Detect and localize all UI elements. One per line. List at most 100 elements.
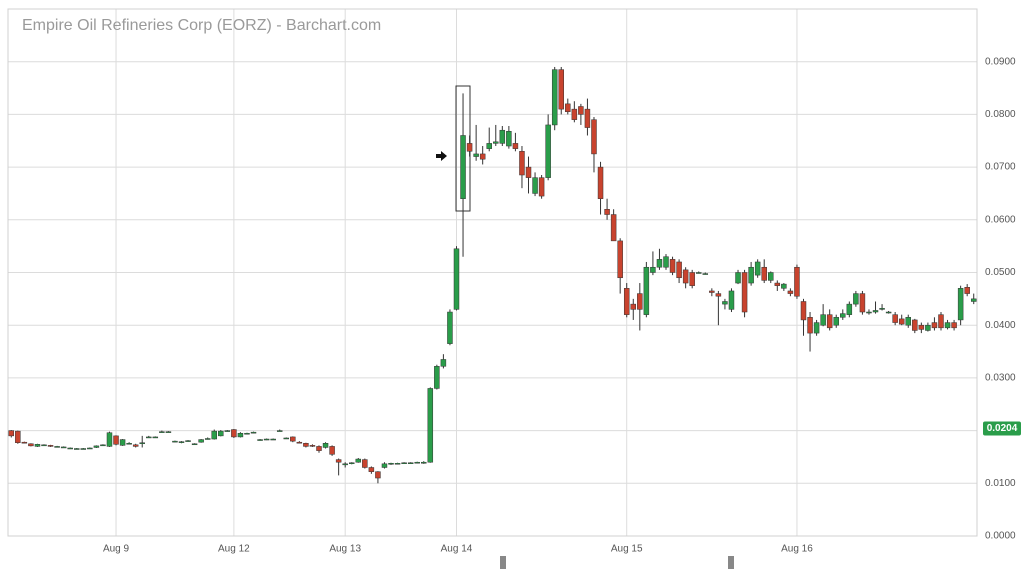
candle-body	[394, 463, 401, 465]
y-tick-label: 0.0100	[985, 478, 1016, 489]
candle-body	[453, 248, 460, 310]
candle-body	[67, 447, 73, 450]
candle-body	[87, 447, 93, 450]
candle-body	[702, 273, 709, 275]
candle-body	[512, 143, 519, 149]
candle-body	[263, 438, 270, 441]
candle-body	[846, 303, 853, 315]
candle-body	[545, 124, 551, 178]
candle-body	[244, 432, 250, 435]
candle-body	[335, 459, 342, 463]
candle-body	[237, 432, 244, 438]
candle-body	[41, 444, 47, 447]
candle-body	[60, 446, 67, 449]
candle-body	[623, 288, 630, 315]
candle-body	[211, 430, 217, 440]
candle-body	[185, 440, 191, 442]
candle-body	[28, 443, 34, 447]
x-tick-label: Aug 15	[611, 544, 643, 555]
candle-body	[525, 166, 532, 178]
candle-body	[604, 209, 610, 215]
chart-title: Empire Oil Refineries Corp (EORZ) - Barc…	[22, 17, 381, 34]
candle-body	[696, 272, 702, 274]
candle-body	[34, 444, 41, 447]
candle-body	[316, 446, 322, 451]
candle-body	[630, 303, 637, 310]
candle-body	[290, 436, 296, 442]
candle-body	[898, 318, 905, 325]
candle-body	[74, 448, 80, 450]
x-tick-label: Aug 12	[218, 544, 250, 555]
candle-body	[381, 463, 388, 468]
scroll-handle[interactable]	[728, 556, 734, 569]
candle-body	[938, 314, 944, 329]
candle-body	[722, 301, 728, 305]
candle-body	[918, 324, 925, 330]
candle-body	[414, 461, 420, 464]
candle-body	[925, 324, 931, 331]
candle-body	[152, 436, 159, 439]
candle-body	[833, 317, 839, 326]
arrow-marker	[436, 151, 447, 161]
candle-body	[754, 261, 761, 276]
candle-body	[218, 430, 224, 437]
candle-body	[119, 439, 126, 446]
candle-body	[800, 301, 807, 321]
candle-body	[669, 259, 676, 273]
candle-body	[473, 153, 479, 157]
candle-body	[663, 256, 669, 268]
candle-body	[224, 430, 231, 432]
y-tick-label: 0.0700	[985, 162, 1016, 173]
candle-body	[768, 272, 774, 281]
candle-body	[388, 463, 394, 465]
y-tick-label: 0.0800	[985, 109, 1016, 120]
candle-body	[132, 444, 139, 447]
candle-body	[617, 240, 623, 279]
candle-body	[794, 266, 800, 297]
candle-body	[866, 311, 872, 314]
candle-body	[499, 129, 506, 144]
candle-body	[460, 135, 466, 199]
candle-body	[434, 366, 440, 389]
candle-body	[276, 430, 283, 432]
candle-body	[761, 266, 767, 281]
candle-body	[532, 177, 538, 194]
candle-body	[342, 463, 348, 466]
candle-body	[159, 431, 165, 433]
candle-body	[283, 437, 289, 440]
candle-body	[519, 151, 525, 176]
candle-body	[565, 103, 571, 113]
candle-body	[401, 462, 407, 464]
candle-body	[944, 322, 951, 329]
x-tick-label: Aug 9	[103, 544, 130, 555]
candle-body	[715, 293, 722, 297]
candle-body	[820, 314, 826, 326]
candle-body	[447, 311, 453, 344]
candle-body	[964, 287, 970, 294]
candle-body	[872, 310, 879, 313]
candle-body	[479, 153, 486, 160]
candle-body	[709, 290, 715, 293]
candle-body	[93, 445, 100, 448]
candle-body	[905, 317, 911, 326]
candle-body	[643, 266, 650, 315]
candle-body	[735, 272, 741, 284]
scroll-handle[interactable]	[500, 556, 506, 569]
candle-body	[250, 431, 257, 434]
candle-body	[859, 293, 866, 313]
candle-body	[781, 283, 787, 289]
candle-body	[689, 272, 695, 286]
candle-body	[407, 462, 414, 464]
candle-body	[879, 308, 885, 310]
candle-body	[231, 429, 237, 438]
candle-body	[165, 431, 172, 433]
candle-body	[296, 441, 303, 444]
candle-body	[178, 441, 185, 443]
candle-body	[840, 313, 846, 318]
candle-body	[748, 266, 754, 284]
candle-body	[355, 458, 362, 463]
candle-body	[21, 441, 28, 444]
candle-body	[329, 446, 335, 455]
y-tick-label: 0.0300	[985, 373, 1016, 384]
